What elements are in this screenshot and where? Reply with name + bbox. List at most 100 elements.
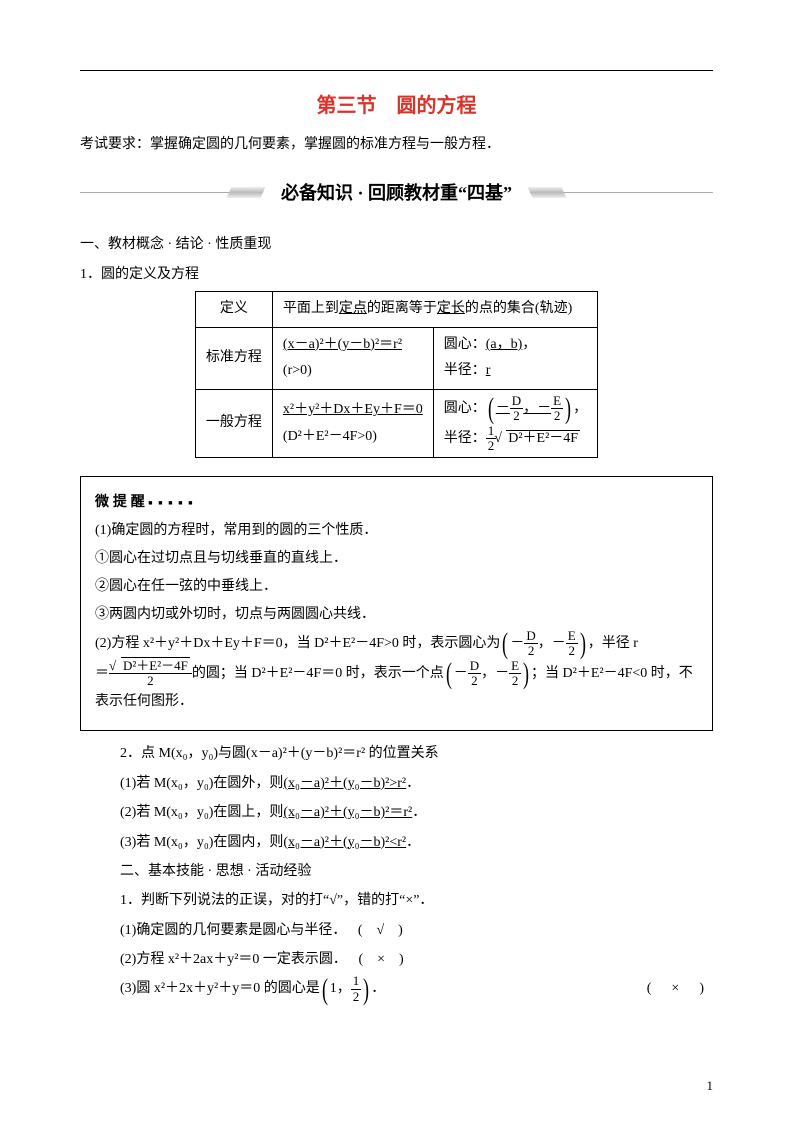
table-row: 标准方程 (x－a)²＋(y－b)²＝r² (r>0) 圆心：(a，b)， 半径… (195, 327, 597, 389)
underline-text: r (486, 363, 491, 378)
frac-num: 1 (351, 974, 362, 989)
condition: (D²＋E²－4F>0) (283, 429, 377, 444)
tip-line: ②圆心在任一弦的中垂线上． (95, 573, 698, 601)
underline-text: (a，b) (486, 337, 523, 352)
point-relation-line: (2)若 M(x₀，y₀)在圆上，则(x₀－a)²＋(y₀－b)²＝r²． (120, 798, 713, 827)
paren-right-icon: ) (580, 630, 586, 657)
frac-num: D (524, 629, 537, 644)
paren-left-icon: ( (322, 976, 328, 1003)
text: ， (337, 981, 351, 996)
paren-left-icon: ( (446, 660, 452, 687)
cell-gen-eq: x²＋y²＋Dx＋Ey＋F＝0 (D²＋E²－4F>0) (272, 389, 433, 457)
cell-gen-center: 圆心：(－D2，－E2)， 半径：12D²＋E²－4F (433, 389, 597, 457)
text: (1)若 M(x₀，y₀)在圆外，则 (120, 776, 283, 791)
text: ；当 D²＋E²－4F<0 时，不 (531, 666, 693, 681)
fraction: D2 (524, 629, 537, 659)
underline-text: 定长 (437, 301, 465, 316)
text: ＝ (95, 666, 109, 681)
relation-underline: (x₀－a)²＋(y₀－b)²<r² (283, 835, 406, 850)
table-row: 定义 平面上到定点的距离等于定长的点的集合(轨迹) (195, 292, 597, 328)
fraction: D2 (510, 394, 523, 424)
fraction: D2 (468, 659, 481, 689)
relation-underline: (x₀－a)²＋(y₀－b)²>r² (283, 776, 406, 791)
banner-orn-right (530, 187, 713, 198)
tip-label: 微 提 醒 (95, 493, 145, 509)
cell-std-label: 标准方程 (195, 327, 272, 389)
page-number: 1 (707, 1078, 714, 1094)
table-row: 一般方程 x²＋y²＋Dx＋Ey＋F＝0 (D²＋E²－4F>0) 圆心：(－D… (195, 389, 597, 457)
heading-sec2: 二、基本技能 · 思想 · 活动经验 (120, 857, 713, 886)
paren-left-icon: ( (502, 630, 508, 657)
heading-1-1: 1．圆的定义及方程 (80, 263, 713, 283)
tip-line: 表示任何图形． (95, 688, 698, 716)
text: ， (522, 337, 536, 352)
heading-2: 2．点 M(x₀，y₀)与圆(x－a)²＋(y－b)²＝r² 的位置关系 (120, 739, 713, 768)
section-banner: 必备知识 · 回顾教材重“四基” (80, 175, 713, 209)
definition-table: 定义 平面上到定点的距离等于定长的点的集合(轨迹) 标准方程 (x－a)²＋(y… (195, 291, 598, 458)
condition: (r>0) (283, 363, 312, 378)
paren-right-icon: ) (565, 395, 571, 422)
text: ，半径 r (588, 636, 638, 651)
tip-line: (2)方程 x²＋y²＋Dx＋Ey＋F＝0，当 D²＋E²－4F>0 时，表示圆… (95, 629, 698, 659)
tf-question: (2)方程 x²＋2ax＋y²＝0 一定表示圆． (120, 952, 347, 967)
text: 的距离等于 (367, 301, 437, 316)
exam-requirement: 考试要求：掌握确定圆的几何要素，掌握圆的标准方程与一般方程． (80, 132, 713, 157)
point-relation-line: (1)若 M(x₀，y₀)在圆外，则(x₀－a)²＋(y₀－b)²>r²． (120, 769, 713, 798)
cell-def-content: 平面上到定点的距离等于定长的点的集合(轨迹) (272, 292, 597, 328)
tf-item: (3)圆 x²＋2x＋y²＋y＝0 的圆心是(1，12)． ( × ) (120, 974, 713, 1004)
text: (2)方程 x²＋y²＋Dx＋Ey＋F＝0，当 D²＋E²－4F>0 时，表示圆… (95, 636, 500, 651)
frac-den: 2 (509, 674, 521, 688)
text: 半径： (444, 363, 486, 378)
tip-line: ①圆心在过切点且与切线垂直的直线上． (95, 545, 698, 573)
radius-expr-underline: 12D²＋E²－4F (486, 431, 580, 446)
tip-line: (1)确定圆的方程时，常用到的圆的三个性质． (95, 517, 698, 545)
relation-underline: (x₀－a)²＋(y₀－b)²＝r² (283, 805, 412, 820)
sqrt-icon: D²＋E²－4F (111, 659, 190, 673)
text: ． (406, 776, 420, 791)
fraction: E2 (509, 659, 521, 689)
frac-den: 2 (566, 644, 578, 658)
text: (3)若 M(x₀，y₀)在圆内，则 (120, 835, 283, 850)
fraction: D²＋E²－4F2 (109, 659, 192, 689)
tf-item: (2)方程 x²＋2ax＋y²＝0 一定表示圆． ( × ) (120, 945, 713, 974)
tf-answer: ( × ) (647, 974, 707, 1003)
frac-den: 2 (551, 409, 563, 423)
cell-gen-label: 一般方程 (195, 389, 272, 457)
tf-answer: ( √ ) (358, 923, 403, 938)
center-expr-underline: (－D2，－E2) (486, 401, 573, 416)
tf-item: (1)确定圆的几何要素是圆心与半径． ( √ ) (120, 916, 713, 945)
tip-dots-icon: ■ ■ ■ ■ ■ (148, 499, 194, 507)
radicand: D²＋E²－4F (506, 430, 580, 446)
paren-left-icon: ( (488, 395, 494, 422)
text: ． (412, 805, 426, 820)
tf-question: (3)圆 x²＋2x＋y²＋y＝0 的圆心是 (120, 981, 320, 996)
frac-num: E (566, 629, 578, 644)
text: ． (406, 835, 420, 850)
point-relation-line: (3)若 M(x₀，y₀)在圆内，则(x₀－a)²＋(y₀－b)²<r²． (120, 828, 713, 857)
tip-box: 微 提 醒 ■ ■ ■ ■ ■ (1)确定圆的方程时，常用到的圆的三个性质． ①… (80, 476, 713, 731)
equation-underline: x²＋y²＋Dx＋Ey＋F＝0 (283, 402, 423, 417)
paren-right-icon: ) (363, 976, 369, 1003)
text: ． (371, 981, 385, 996)
cell-std-center: 圆心：(a，b)， 半径：r (433, 327, 597, 389)
section-banner-text: 必备知识 · 回顾教材重“四基” (263, 179, 530, 205)
frac-den: 2 (351, 990, 362, 1004)
tf-intro: 1．判断下列说法的正误，对的打“√”，错的打“×”． (120, 886, 713, 915)
equation-underline: (x－a)²＋(y－b)²＝r² (283, 337, 402, 352)
radicand: D²＋E²－4F (121, 657, 190, 673)
fraction: E2 (566, 629, 578, 659)
frac-num: E (551, 394, 563, 409)
text: 圆心： (444, 337, 486, 352)
frac-num: D (510, 394, 523, 409)
frac-den: 2 (109, 674, 192, 688)
tf-answer: ( × ) (358, 952, 403, 967)
text: 平面上到 (283, 301, 339, 316)
text: 圆心： (444, 401, 486, 416)
frac-den: 2 (510, 409, 523, 423)
tip-header: 微 提 醒 ■ ■ ■ ■ ■ (95, 487, 698, 517)
banner-orn-left (80, 187, 263, 198)
sqrt-icon: D²＋E²－4F (496, 426, 580, 453)
text: 半径： (444, 431, 486, 446)
frac-num: E (509, 659, 521, 674)
page-title: 第三节 圆的方程 (80, 89, 713, 118)
